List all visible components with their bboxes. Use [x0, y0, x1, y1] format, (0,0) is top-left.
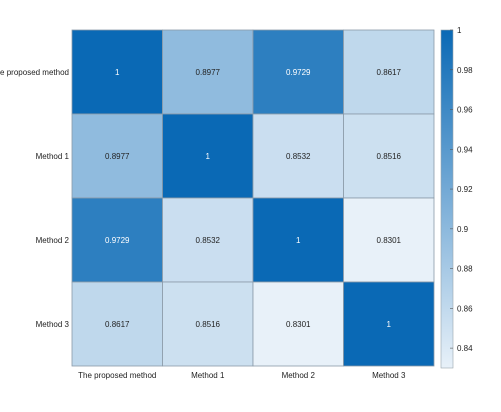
- cell-value-label: 0.8977: [196, 68, 221, 77]
- colorbar-tick-label: 0.84: [457, 344, 473, 353]
- heatmap-cell: [162, 29, 254, 115]
- heatmap-cell: [162, 113, 254, 199]
- cell-value-label: 0.8617: [377, 68, 402, 77]
- colorbar: 0.84 0.86 0.88 0.9 0.92 0.94 0.96 0.98 1: [440, 26, 473, 369]
- cell-value-label: 0.8516: [377, 152, 402, 161]
- cell-value-label: 0.8617: [105, 320, 130, 329]
- colorbar-tick-label: 0.88: [457, 265, 473, 274]
- colorbar-tick-label: 0.9: [457, 225, 469, 234]
- colorbar-tick-label: 0.94: [457, 145, 473, 154]
- colorbar-tick-label: 0.92: [457, 185, 473, 194]
- heatmap-cell: [162, 281, 254, 367]
- heatmap-cells: 1 0.8977 0.9729 0.8617 0.8977 1 0.8532 0.8516 0.…: [71, 29, 435, 367]
- y-tick-label: Method 1: [36, 152, 70, 161]
- cell-value-label: 0.8516: [196, 320, 221, 329]
- colorbar-gradient: [440, 29, 454, 369]
- y-tick-label: Method 2: [36, 236, 70, 245]
- cell-value-label: 0.8532: [196, 236, 221, 245]
- heatmap-cell: [343, 197, 435, 283]
- y-axis-tick-labels: The proposed method Method 1 Method 2 Metho…: [0, 68, 70, 329]
- cell-value-label: 1: [206, 152, 211, 161]
- heatmap-cell: [343, 29, 435, 115]
- heatmap-cell: [252, 29, 344, 115]
- cell-value-label: 0.8301: [377, 236, 402, 245]
- cell-value-label: 0.8532: [286, 152, 311, 161]
- y-tick-label: The proposed method: [0, 68, 69, 77]
- colorbar-tick-label: 0.98: [457, 66, 473, 75]
- y-tick-label: Method 3: [36, 320, 70, 329]
- colorbar-tick-label: 0.86: [457, 304, 473, 313]
- x-tick-label: Method 1: [191, 371, 225, 380]
- cell-value-label: 0.9729: [286, 68, 311, 77]
- colorbar-tick-label: 0.96: [457, 106, 473, 115]
- heatmap-cell: [71, 281, 163, 367]
- heatmap-cell: [71, 29, 163, 115]
- cell-value-label: 0.8977: [105, 152, 130, 161]
- heatmap-cell: [162, 197, 254, 283]
- heatmap-cell: [343, 113, 435, 199]
- heatmap-cell: [71, 113, 163, 199]
- x-tick-label: The proposed method: [78, 371, 156, 380]
- colorbar-tick-label: 1: [457, 26, 462, 35]
- x-tick-label: Method 2: [282, 371, 316, 380]
- cell-value-label: 1: [115, 68, 120, 77]
- heatmap-cell: [252, 281, 344, 367]
- cell-value-label: 1: [387, 320, 392, 329]
- x-tick-label: Method 3: [372, 371, 406, 380]
- heatmap-cell: [343, 281, 435, 367]
- cell-value-label: 0.8301: [286, 320, 311, 329]
- cell-value-label: 0.9729: [105, 236, 130, 245]
- x-axis-tick-labels: The proposed method Method 1 Method 2 Metho…: [78, 371, 406, 380]
- cell-value-label: 1: [296, 236, 301, 245]
